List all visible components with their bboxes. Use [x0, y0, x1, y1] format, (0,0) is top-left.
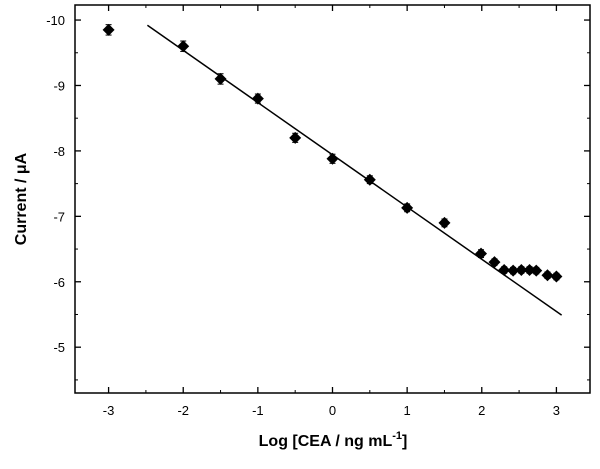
data-point	[363, 173, 376, 186]
x-tick-label: 3	[553, 403, 560, 418]
data-point	[177, 40, 190, 53]
data-point	[102, 23, 115, 36]
fit-line	[146, 24, 563, 316]
y-tick-label: -5	[53, 340, 65, 355]
data-point	[488, 256, 501, 269]
x-tick-label: 1	[404, 403, 411, 418]
y-tick-label: -10	[46, 13, 65, 28]
data-point	[438, 216, 451, 229]
x-axis-label: Log [CEA / ng mL-1]	[259, 430, 408, 450]
x-axis-label-end: ]	[402, 433, 407, 450]
data-point	[475, 247, 488, 260]
data-point	[515, 263, 528, 276]
plot-frame	[74, 4, 591, 394]
data-point	[550, 270, 563, 283]
data-point	[214, 72, 227, 85]
y-tick-label: -6	[53, 275, 65, 290]
y-tick-label: -7	[53, 209, 65, 224]
data-point	[530, 264, 543, 277]
y-axis-label: Current / μA	[13, 152, 30, 245]
y-tick-label: -9	[53, 78, 65, 93]
data-point	[498, 263, 511, 276]
x-axis-label-main: Log [CEA / ng mL	[259, 433, 393, 450]
x-tick-label: 2	[478, 403, 485, 418]
x-tick-label: -3	[103, 403, 115, 418]
data-point	[523, 263, 536, 276]
x-tick-label: 0	[329, 403, 336, 418]
data-point	[326, 152, 339, 165]
x-axis-label-sup: -1	[392, 430, 402, 442]
x-tick-label: -1	[252, 403, 264, 418]
data-point	[401, 201, 414, 214]
x-tick-label: -2	[177, 403, 189, 418]
data-point	[289, 131, 302, 144]
data-point	[251, 92, 264, 105]
y-tick-label: -8	[53, 144, 65, 159]
data-point	[541, 269, 554, 282]
data-point	[507, 264, 520, 277]
